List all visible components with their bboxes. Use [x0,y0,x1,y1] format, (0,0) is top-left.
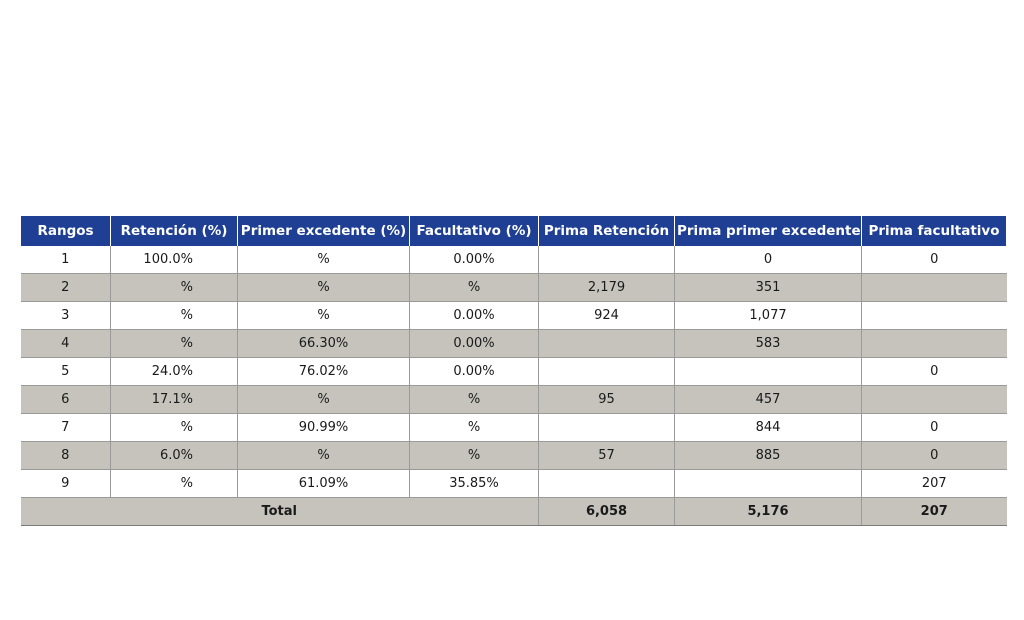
cell-primer-excedente: 61.09% [237,469,410,498]
total-prima-facultativo: 207 [861,497,1007,526]
cell-facultativo: 0.00% [409,246,539,274]
cell-prima-retencion [538,329,675,358]
table-row: 8 6.0% % % 57 885 0 [20,441,1007,470]
cell-rango: 7 [20,413,111,442]
header-prima-facultativo: Prima facultativo [861,216,1007,246]
total-prima-retencion: 6,058 [538,497,675,526]
reinsurance-ranges-table: Rangos Retención (%) Primer excedente (%… [20,216,1007,526]
total-label: Total [20,497,539,526]
cell-retencion: 100.0% [110,246,238,274]
cell-rango: 3 [20,301,111,330]
cell-prima-primer-excedente: 844 [674,413,862,442]
cell-primer-excedente: % [237,385,410,414]
table-row: 1 100.0% % 0.00% 0 0 [20,246,1007,274]
cell-primer-excedente: % [237,246,410,274]
table-row: 3 % % 0.00% 924 1,077 [20,301,1007,330]
table-row: 5 24.0% 76.02% 0.00% 0 [20,357,1007,386]
cell-primer-excedente: 66.30% [237,329,410,358]
total-prima-primer-excedente: 5,176 [674,497,862,526]
cell-retencion: % [110,329,238,358]
cell-prima-facultativo: 0 [861,357,1007,386]
cell-prima-retencion [538,357,675,386]
table-row: 6 17.1% % % 95 457 [20,385,1007,414]
cell-prima-primer-excedente: 457 [674,385,862,414]
cell-rango: 4 [20,329,111,358]
cell-prima-facultativo: 0 [861,413,1007,442]
cell-rango: 9 [20,469,111,498]
cell-prima-retencion [538,246,675,274]
table-row: 4 % 66.30% 0.00% 583 [20,329,1007,358]
cell-prima-facultativo [861,301,1007,330]
cell-facultativo: 0.00% [409,329,539,358]
cell-facultativo: % [409,385,539,414]
table-row: 9 % 61.09% 35.85% 207 [20,469,1007,498]
header-primer-excedente: Primer excedente (%) [237,216,410,246]
cell-prima-retencion: 924 [538,301,675,330]
table-header-row: Rangos Retención (%) Primer excedente (%… [20,216,1007,246]
cell-retencion: % [110,469,238,498]
cell-primer-excedente: % [237,441,410,470]
header-retencion: Retención (%) [110,216,238,246]
table-row: 2 % % % 2,179 351 [20,273,1007,302]
cell-prima-facultativo: 207 [861,469,1007,498]
cell-prima-primer-excedente [674,469,862,498]
cell-prima-primer-excedente: 583 [674,329,862,358]
cell-prima-primer-excedente: 351 [674,273,862,302]
cell-prima-primer-excedente: 1,077 [674,301,862,330]
cell-facultativo: % [409,441,539,470]
cell-prima-primer-excedente: 0 [674,246,862,274]
cell-facultativo: % [409,273,539,302]
header-facultativo: Facultativo (%) [409,216,539,246]
cell-rango: 2 [20,273,111,302]
cell-facultativo: 0.00% [409,301,539,330]
header-rangos: Rangos [20,216,111,246]
cell-rango: 1 [20,246,111,274]
cell-prima-retencion [538,413,675,442]
cell-prima-retencion: 57 [538,441,675,470]
cell-prima-retencion: 95 [538,385,675,414]
cell-primer-excedente: % [237,301,410,330]
cell-prima-facultativo [861,329,1007,358]
cell-primer-excedente: 90.99% [237,413,410,442]
cell-facultativo: 0.00% [409,357,539,386]
cell-rango: 8 [20,441,111,470]
cell-facultativo: % [409,413,539,442]
cell-prima-primer-excedente [674,357,862,386]
cell-retencion: 17.1% [110,385,238,414]
header-prima-retencion: Prima Retención [538,216,675,246]
cell-rango: 6 [20,385,111,414]
cell-retencion: % [110,413,238,442]
cell-retencion: % [110,273,238,302]
cell-facultativo: 35.85% [409,469,539,498]
cell-retencion: 6.0% [110,441,238,470]
cell-primer-excedente: 76.02% [237,357,410,386]
header-prima-primer-excedente: Prima primer excedente [674,216,862,246]
table-row: 7 % 90.99% % 844 0 [20,413,1007,442]
cell-prima-facultativo [861,385,1007,414]
cell-prima-facultativo: 0 [861,246,1007,274]
reinsurance-table-container: Rangos Retención (%) Primer excedente (%… [20,216,1007,526]
cell-prima-facultativo [861,273,1007,302]
cell-prima-facultativo: 0 [861,441,1007,470]
cell-prima-retencion [538,469,675,498]
cell-retencion: % [110,301,238,330]
cell-primer-excedente: % [237,273,410,302]
cell-prima-primer-excedente: 885 [674,441,862,470]
cell-retencion: 24.0% [110,357,238,386]
cell-prima-retencion: 2,179 [538,273,675,302]
cell-rango: 5 [20,357,111,386]
table-total-row: Total 6,058 5,176 207 [20,497,1007,526]
